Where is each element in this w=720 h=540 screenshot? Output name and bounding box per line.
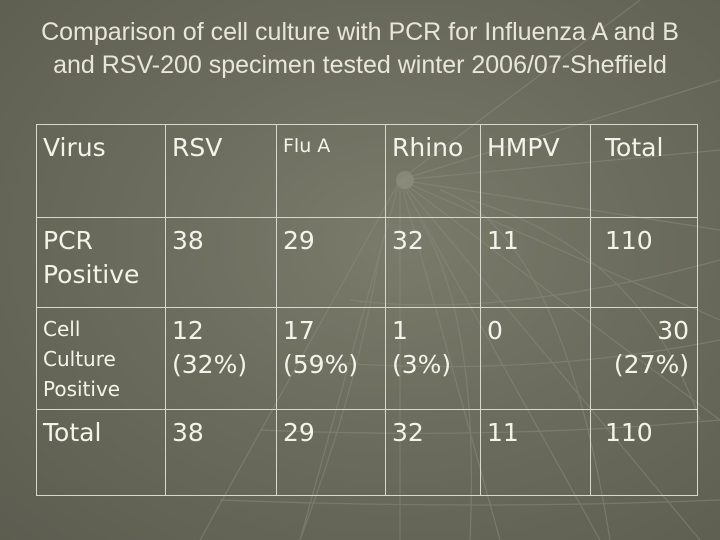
header-cell: HMPV <box>480 124 591 218</box>
table-cell: 1 (3%) <box>385 307 481 410</box>
table-cell: 12 (32%) <box>165 307 277 410</box>
page-title: Comparison of cell culture with PCR for … <box>41 18 679 79</box>
header-cell: Virus <box>36 124 166 218</box>
table-cell: 17 (59%) <box>276 307 386 410</box>
table-row: Total 38 29 32 11 110 <box>36 409 698 496</box>
cell-percent: (59%) <box>283 350 359 379</box>
header-cell: RSV <box>165 124 277 218</box>
cell-count: 17 <box>283 316 315 345</box>
header-cell: Rhino <box>385 124 481 218</box>
cell-count: 1 <box>392 316 408 345</box>
cell-count: 0 <box>487 316 503 345</box>
cell-percent: (3%) <box>392 350 452 379</box>
table-cell: 29 <box>276 409 386 496</box>
header-cell: Total <box>590 124 698 218</box>
table-header-row: Virus RSV Flu A Rhino HMPV Total <box>36 124 698 218</box>
cell-count: 30 <box>657 316 689 345</box>
table-cell: 11 <box>480 217 591 308</box>
cell-percent: (32%) <box>172 350 248 379</box>
row-label-line: Positive <box>43 377 121 401</box>
row-label: Total <box>36 409 166 496</box>
cell-percent: (27%) <box>613 350 689 379</box>
table-cell: 29 <box>276 217 386 308</box>
comparison-table: Virus RSV Flu A Rhino HMPV Total PCR Pos… <box>36 124 698 496</box>
table-cell: 110 <box>590 217 698 308</box>
row-label-line: Culture <box>43 347 116 371</box>
table-row: PCR Positive 38 29 32 11 110 <box>36 217 698 308</box>
table-cell: 32 <box>385 409 481 496</box>
table-cell: 32 <box>385 217 481 308</box>
header-cell: Flu A <box>276 124 386 218</box>
table-cell: 38 <box>165 217 277 308</box>
cell-count: 12 <box>172 316 204 345</box>
table-cell: 38 <box>165 409 277 496</box>
row-label-line: Cell <box>43 317 81 341</box>
table-cell: 110 <box>590 409 698 496</box>
table-row: Cell Culture Positive 12 (32%) 17 (59%) … <box>36 307 698 410</box>
row-label: Cell Culture Positive <box>36 307 166 410</box>
table-cell: 0 <box>480 307 591 410</box>
table-cell: 30 (27%) <box>590 307 698 410</box>
row-label: PCR Positive <box>36 217 166 308</box>
table-cell: 11 <box>480 409 591 496</box>
